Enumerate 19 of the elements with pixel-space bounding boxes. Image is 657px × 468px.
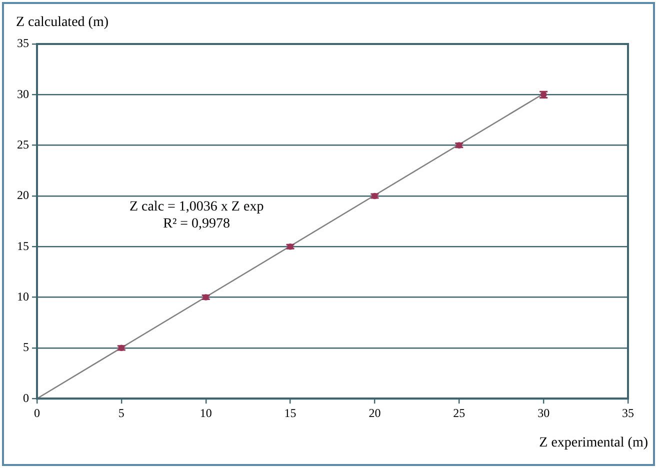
x-tick-label: 15 xyxy=(284,406,296,420)
y-tick-label: 10 xyxy=(17,289,29,304)
y-tick-label: 15 xyxy=(17,238,29,253)
y-tick-label: 0 xyxy=(23,390,29,405)
x-tick-label: 5 xyxy=(118,406,124,420)
x-tick-label: 25 xyxy=(453,406,466,420)
y-tick-label: 35 xyxy=(17,36,29,50)
x-tick-label: 0 xyxy=(34,406,40,420)
y-axis-title: Z calculated (m) xyxy=(16,15,109,30)
y-tick-label: 20 xyxy=(17,188,29,202)
y-tick-label: 30 xyxy=(17,86,29,101)
x-tick-label: 20 xyxy=(368,406,381,420)
x-tick-label: 30 xyxy=(538,406,550,420)
x-axis-title: Z experimental (m) xyxy=(539,436,648,451)
x-tick-label: 10 xyxy=(200,406,212,420)
annotation: Z calc = 1,0036 x Z exp R² = 0,9978 xyxy=(129,200,264,232)
x-tick-label: 35 xyxy=(622,406,634,420)
y-tick-label: 25 xyxy=(17,137,29,152)
y-tick-label: 5 xyxy=(23,340,29,354)
